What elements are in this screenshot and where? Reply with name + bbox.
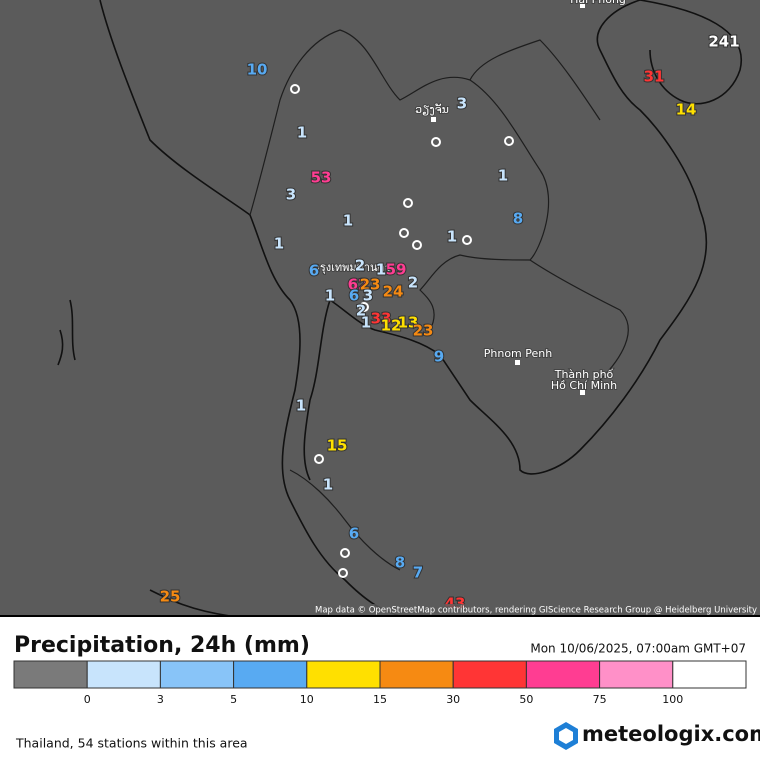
legend-tick: 5	[230, 693, 237, 706]
city-label: Hồ Chí Minh	[551, 379, 617, 392]
station-value: 1	[498, 167, 508, 185]
legend-tick: 10	[300, 693, 314, 706]
legend-swatch	[599, 660, 674, 689]
legend-swatch	[672, 660, 747, 689]
map-background	[0, 0, 760, 616]
legend-tick: 3	[157, 693, 164, 706]
legend-swatch	[306, 660, 381, 689]
legend-swatch	[13, 660, 88, 689]
station-value: 13	[398, 314, 419, 332]
city-label: Hải Phòng	[570, 0, 626, 6]
station-value: 14	[676, 101, 697, 119]
legend-tick: 50	[519, 693, 533, 706]
station-value: 1	[274, 235, 284, 253]
station-value: 1	[343, 212, 353, 230]
city-dots	[431, 3, 585, 395]
station-value: 33	[371, 310, 392, 328]
zero-stations	[290, 84, 514, 578]
legend-swatch	[379, 660, 454, 689]
city-label: ວຽງຈັນ	[415, 103, 449, 116]
station-value: 1	[296, 397, 306, 415]
station-value: 1	[325, 287, 335, 305]
coastlines	[57, 0, 743, 617]
station-value: 3	[286, 186, 296, 204]
station-value: 1	[323, 476, 333, 494]
stations-note: Thailand, 54 stations within this area	[15, 736, 248, 751]
station-value: 8	[513, 210, 523, 228]
station-value: 8	[395, 554, 405, 572]
station-value: 6	[349, 525, 359, 543]
station-value: 2	[408, 274, 418, 292]
station-value: 3	[457, 95, 467, 113]
station-value: 12	[381, 317, 402, 335]
station-value: 7	[413, 564, 423, 582]
legend-swatch	[525, 660, 601, 689]
legend-tick: 15	[373, 693, 387, 706]
station-value: 1	[376, 261, 386, 279]
city-label: กรุงเทพมหานคร	[313, 261, 391, 274]
title: Precipitation, 24h (mm)	[14, 633, 310, 658]
station-value: 23	[413, 322, 434, 340]
station-value: 2	[356, 302, 366, 320]
logo-text: meteologix.com	[582, 722, 760, 746]
station-value: 59	[386, 261, 407, 279]
borders	[249, 29, 629, 571]
attribution: Map data © OpenStreetMap contributors, r…	[315, 606, 757, 616]
legend-tick: 100	[662, 693, 683, 706]
station-value: 62	[348, 276, 369, 294]
legend-swatch	[159, 660, 235, 689]
station-value: 23	[360, 276, 381, 294]
legend-swatch	[86, 660, 161, 689]
station-value: 2	[355, 257, 365, 275]
city-label: Thành phố	[554, 368, 614, 381]
legend-tick: 0	[84, 693, 91, 706]
legend-swatch	[452, 660, 527, 689]
station-value: 31	[644, 68, 665, 86]
logo: meteologix.com	[554, 722, 760, 750]
datetime: Mon 10/06/2025, 07:00am GMT+07	[530, 642, 746, 656]
legend-swatch	[233, 660, 308, 689]
legend-tick: 30	[446, 693, 460, 706]
station-value: 6	[309, 262, 319, 280]
station-value: 1	[361, 314, 371, 332]
station-value: 15	[327, 437, 348, 455]
station-value: 24	[383, 283, 404, 301]
map: Hải Phòng ວຽງຈັນ กรุงเทพมหานคร Phnom PenhTh…	[0, 0, 760, 617]
legend-tick: 75	[593, 693, 607, 706]
station-value: 10	[247, 61, 268, 79]
station-value: 3	[363, 287, 373, 305]
station-value: 241	[708, 33, 739, 51]
city-label: Phnom Penh	[484, 347, 552, 360]
station-value: 1	[447, 228, 457, 246]
station-value: 53	[311, 169, 332, 187]
station-value: 6	[349, 287, 359, 305]
city-labels: Hải Phòng ວຽງຈັນ กรุงเทพมหานคร Phnom PenhTh…	[312, 0, 627, 393]
station-value: 1	[297, 124, 307, 142]
legend: 0 3 5 10 15 30 50 75 100	[13, 660, 747, 706]
station-value: 25	[160, 588, 181, 606]
attribution-bg	[336, 604, 760, 616]
station-value: 9	[434, 348, 444, 366]
